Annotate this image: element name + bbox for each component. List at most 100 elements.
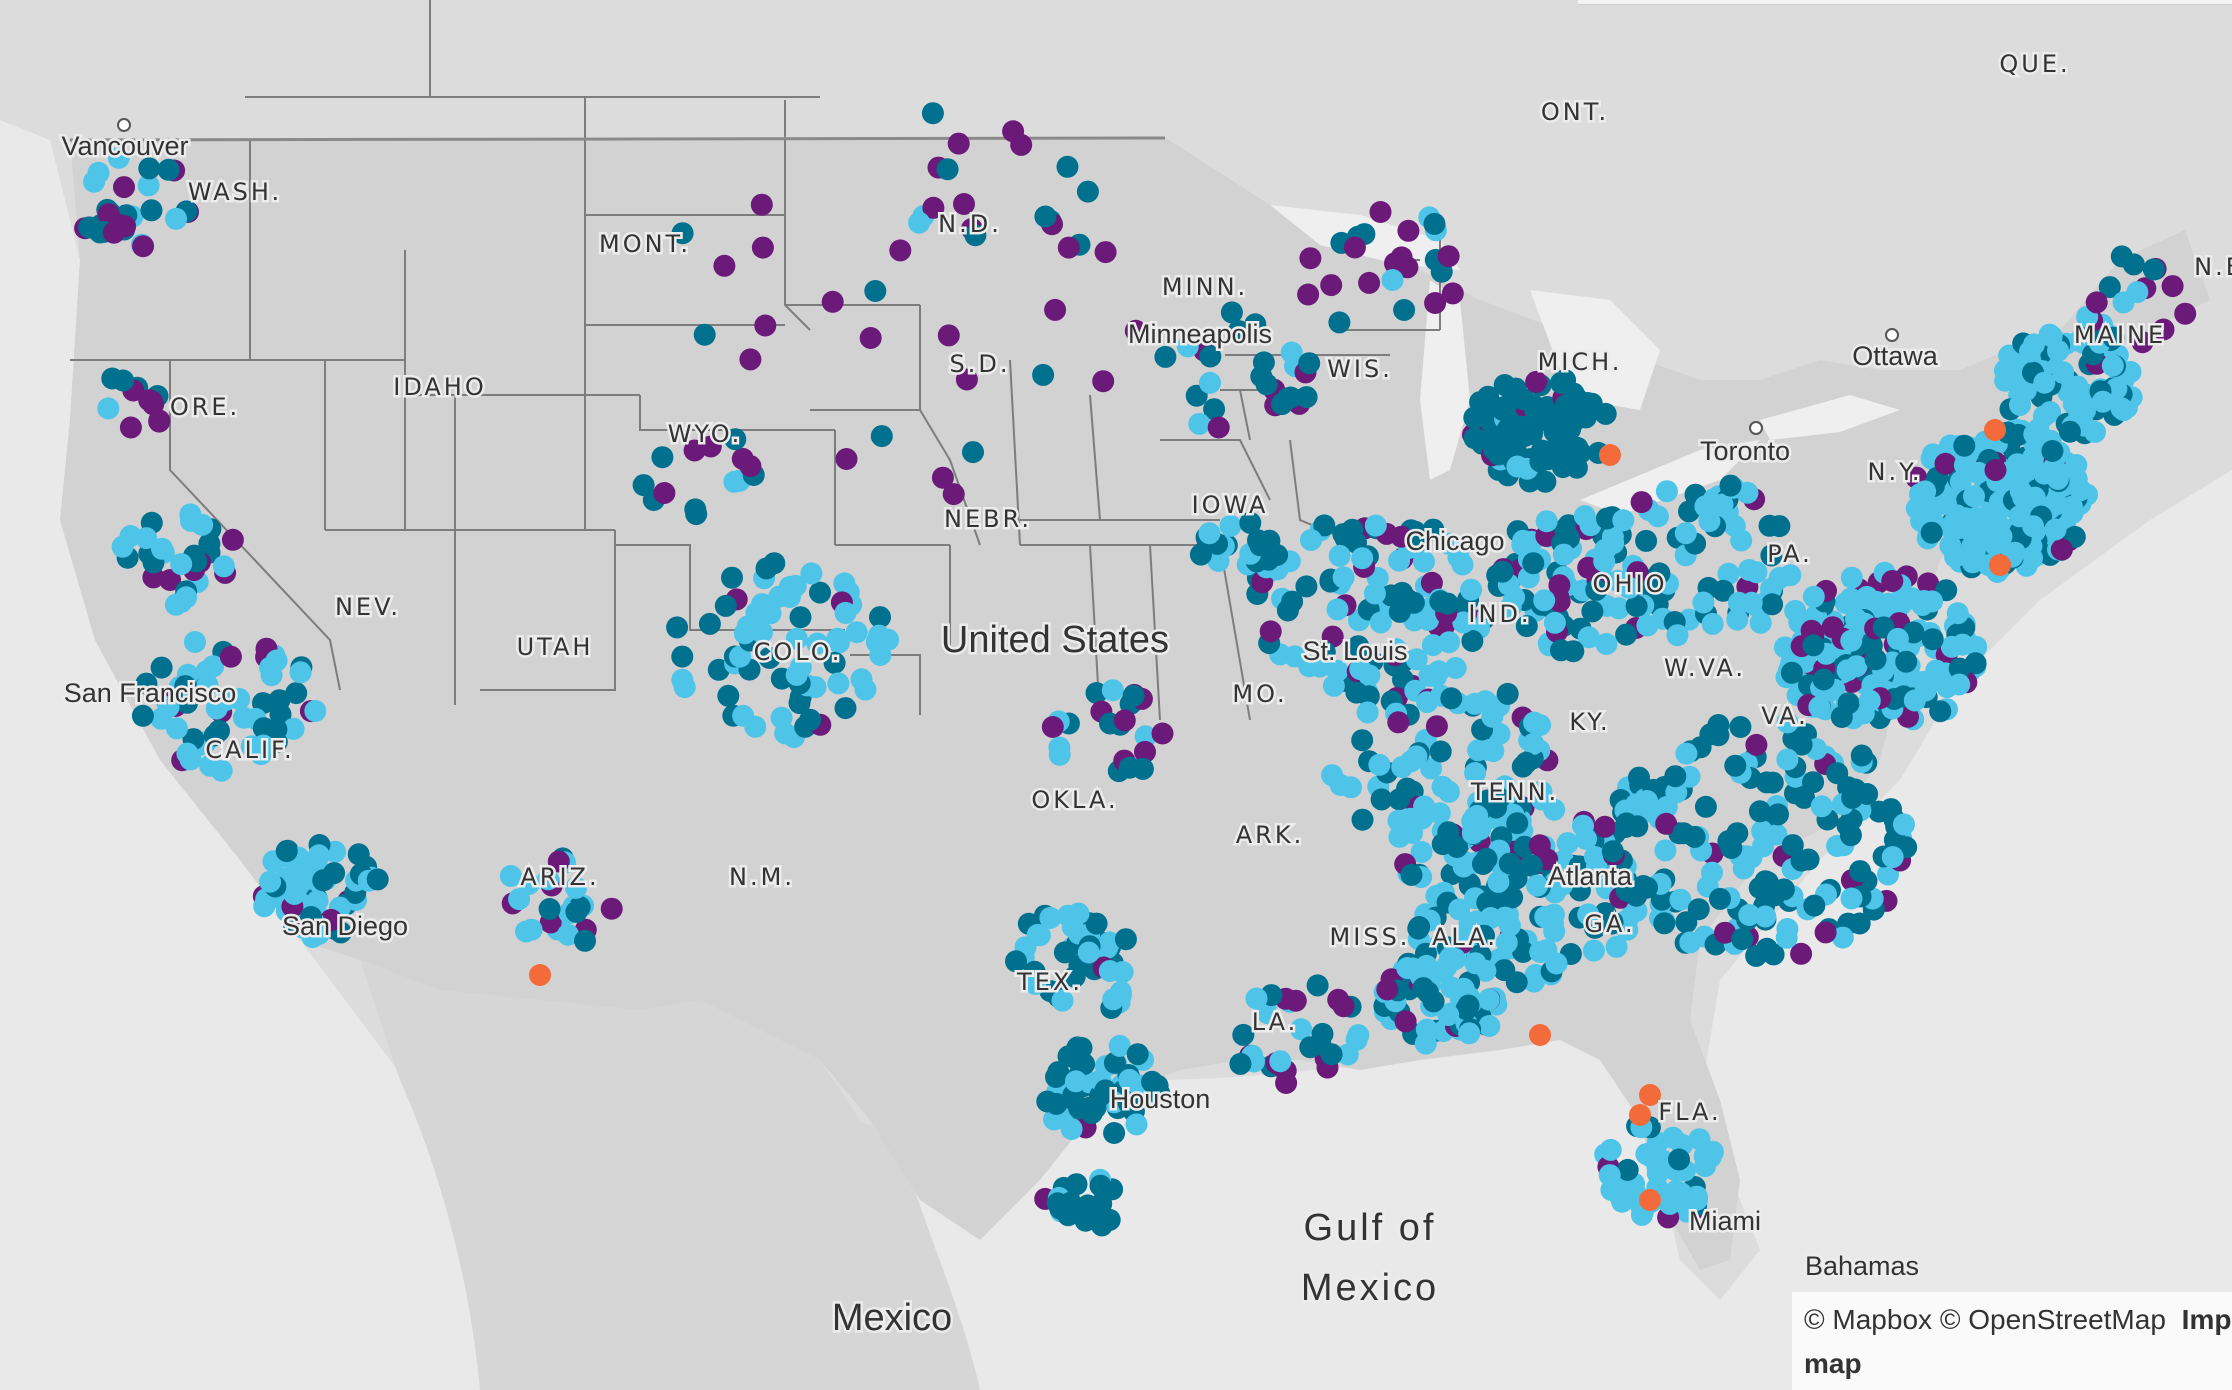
location-marker[interactable] [1646,505,1669,528]
location-marker[interactable] [283,883,306,905]
location-marker[interactable] [1925,659,1948,682]
location-marker[interactable] [1351,729,1374,752]
location-marker[interactable] [1554,369,1577,392]
location-marker[interactable] [1188,412,1211,435]
location-marker[interactable] [138,157,161,180]
location-marker[interactable] [1435,955,1458,978]
location-marker[interactable] [1085,912,1108,935]
location-marker[interactable] [1424,292,1447,314]
location-marker[interactable] [1840,887,1863,910]
location-marker[interactable] [1108,1034,1131,1057]
location-marker[interactable] [1469,405,1492,428]
location-marker[interactable] [1457,994,1480,1017]
location-marker[interactable] [1803,894,1826,917]
location-marker[interactable] [1219,514,1242,537]
location-marker[interactable] [323,862,346,885]
location-marker[interactable] [1141,1070,1164,1093]
location-marker[interactable] [119,416,142,439]
location-marker[interactable] [1949,470,1972,493]
location-marker[interactable] [1526,874,1549,897]
location-marker[interactable] [499,865,522,887]
location-marker[interactable] [259,870,282,893]
location-marker[interactable] [1814,921,1837,944]
location-marker[interactable] [157,158,180,181]
location-marker[interactable] [97,397,120,420]
location-marker[interactable] [2161,275,2184,298]
location-marker[interactable] [1067,902,1090,925]
location-marker[interactable] [845,621,868,644]
location-marker[interactable] [119,525,142,547]
location-marker[interactable] [1151,722,1174,745]
location-marker[interactable] [1675,742,1698,765]
location-marker[interactable] [537,868,560,891]
location-marker[interactable] [1535,510,1558,533]
location-marker[interactable] [2131,331,2154,354]
location-marker[interactable] [1596,507,1618,530]
location-marker[interactable] [931,466,954,489]
location-marker[interactable] [2044,518,2067,541]
location-marker[interactable] [1595,633,1618,655]
location-marker[interactable] [1094,1079,1117,1102]
location-marker[interactable] [1679,931,1702,954]
location-marker[interactable] [174,675,197,698]
location-marker[interactable] [859,327,882,349]
location-marker[interactable] [1709,887,1731,910]
location-marker[interactable] [937,324,960,347]
location-marker[interactable] [515,920,537,943]
location-marker[interactable] [1488,722,1511,745]
location-marker[interactable] [1245,987,1268,1010]
location-marker[interactable] [1290,1018,1313,1041]
location-marker[interactable] [1655,812,1678,835]
location-marker[interactable] [1779,564,1802,587]
location-marker[interactable] [2041,440,2064,462]
location-marker[interactable] [1368,753,1391,776]
location-marker[interactable] [1751,820,1774,843]
location-marker[interactable] [1781,834,1804,857]
location-marker[interactable] [1381,269,1404,291]
location-marker[interactable] [1259,620,1282,643]
location-marker[interactable] [1601,840,1624,863]
location-marker[interactable] [1849,860,1871,883]
location-marker[interactable] [1295,386,1318,409]
location-marker[interactable] [1385,638,1407,661]
location-marker[interactable] [806,632,829,655]
location-marker[interactable] [1579,514,1602,537]
location-marker[interactable] [366,868,389,891]
location-marker[interactable] [1328,544,1351,567]
location-marker[interactable] [698,612,721,635]
location-marker[interactable] [1760,544,1783,567]
location-marker[interactable] [285,682,308,705]
location-marker[interactable] [1650,888,1673,911]
location-marker[interactable] [1391,581,1414,604]
location-marker-orange[interactable] [1639,1084,1661,1106]
location-marker[interactable] [1584,846,1606,868]
location-marker[interactable] [1572,814,1594,837]
location-marker[interactable] [1543,611,1566,634]
location-marker[interactable] [2045,493,2068,516]
location-marker[interactable] [2050,538,2073,561]
location-marker[interactable] [1775,926,1798,949]
location-marker[interactable] [1393,299,1416,321]
location-marker[interactable] [1944,545,1967,568]
location-marker[interactable] [724,428,747,451]
location-marker[interactable] [1437,532,1460,555]
location-marker[interactable] [1558,527,1580,550]
location-marker[interactable] [1489,397,1512,419]
location-marker[interactable] [1632,875,1655,897]
location-marker[interactable] [1425,715,1448,738]
location-marker[interactable] [1610,1187,1633,1210]
location-marker[interactable] [693,323,716,346]
location-marker[interactable] [179,748,202,771]
location-marker[interactable] [1364,514,1387,537]
location-marker[interactable] [1880,798,1902,821]
location-marker[interactable] [2012,486,2035,509]
location-marker[interactable] [1438,780,1460,803]
location-marker[interactable] [142,393,165,416]
location-marker[interactable] [1358,664,1381,687]
location-marker[interactable] [165,207,188,230]
location-marker[interactable] [1839,824,1862,847]
location-marker[interactable] [1655,480,1678,503]
location-marker[interactable] [1098,960,1121,982]
location-marker[interactable] [2046,468,2069,490]
location-marker[interactable] [1512,422,1534,445]
